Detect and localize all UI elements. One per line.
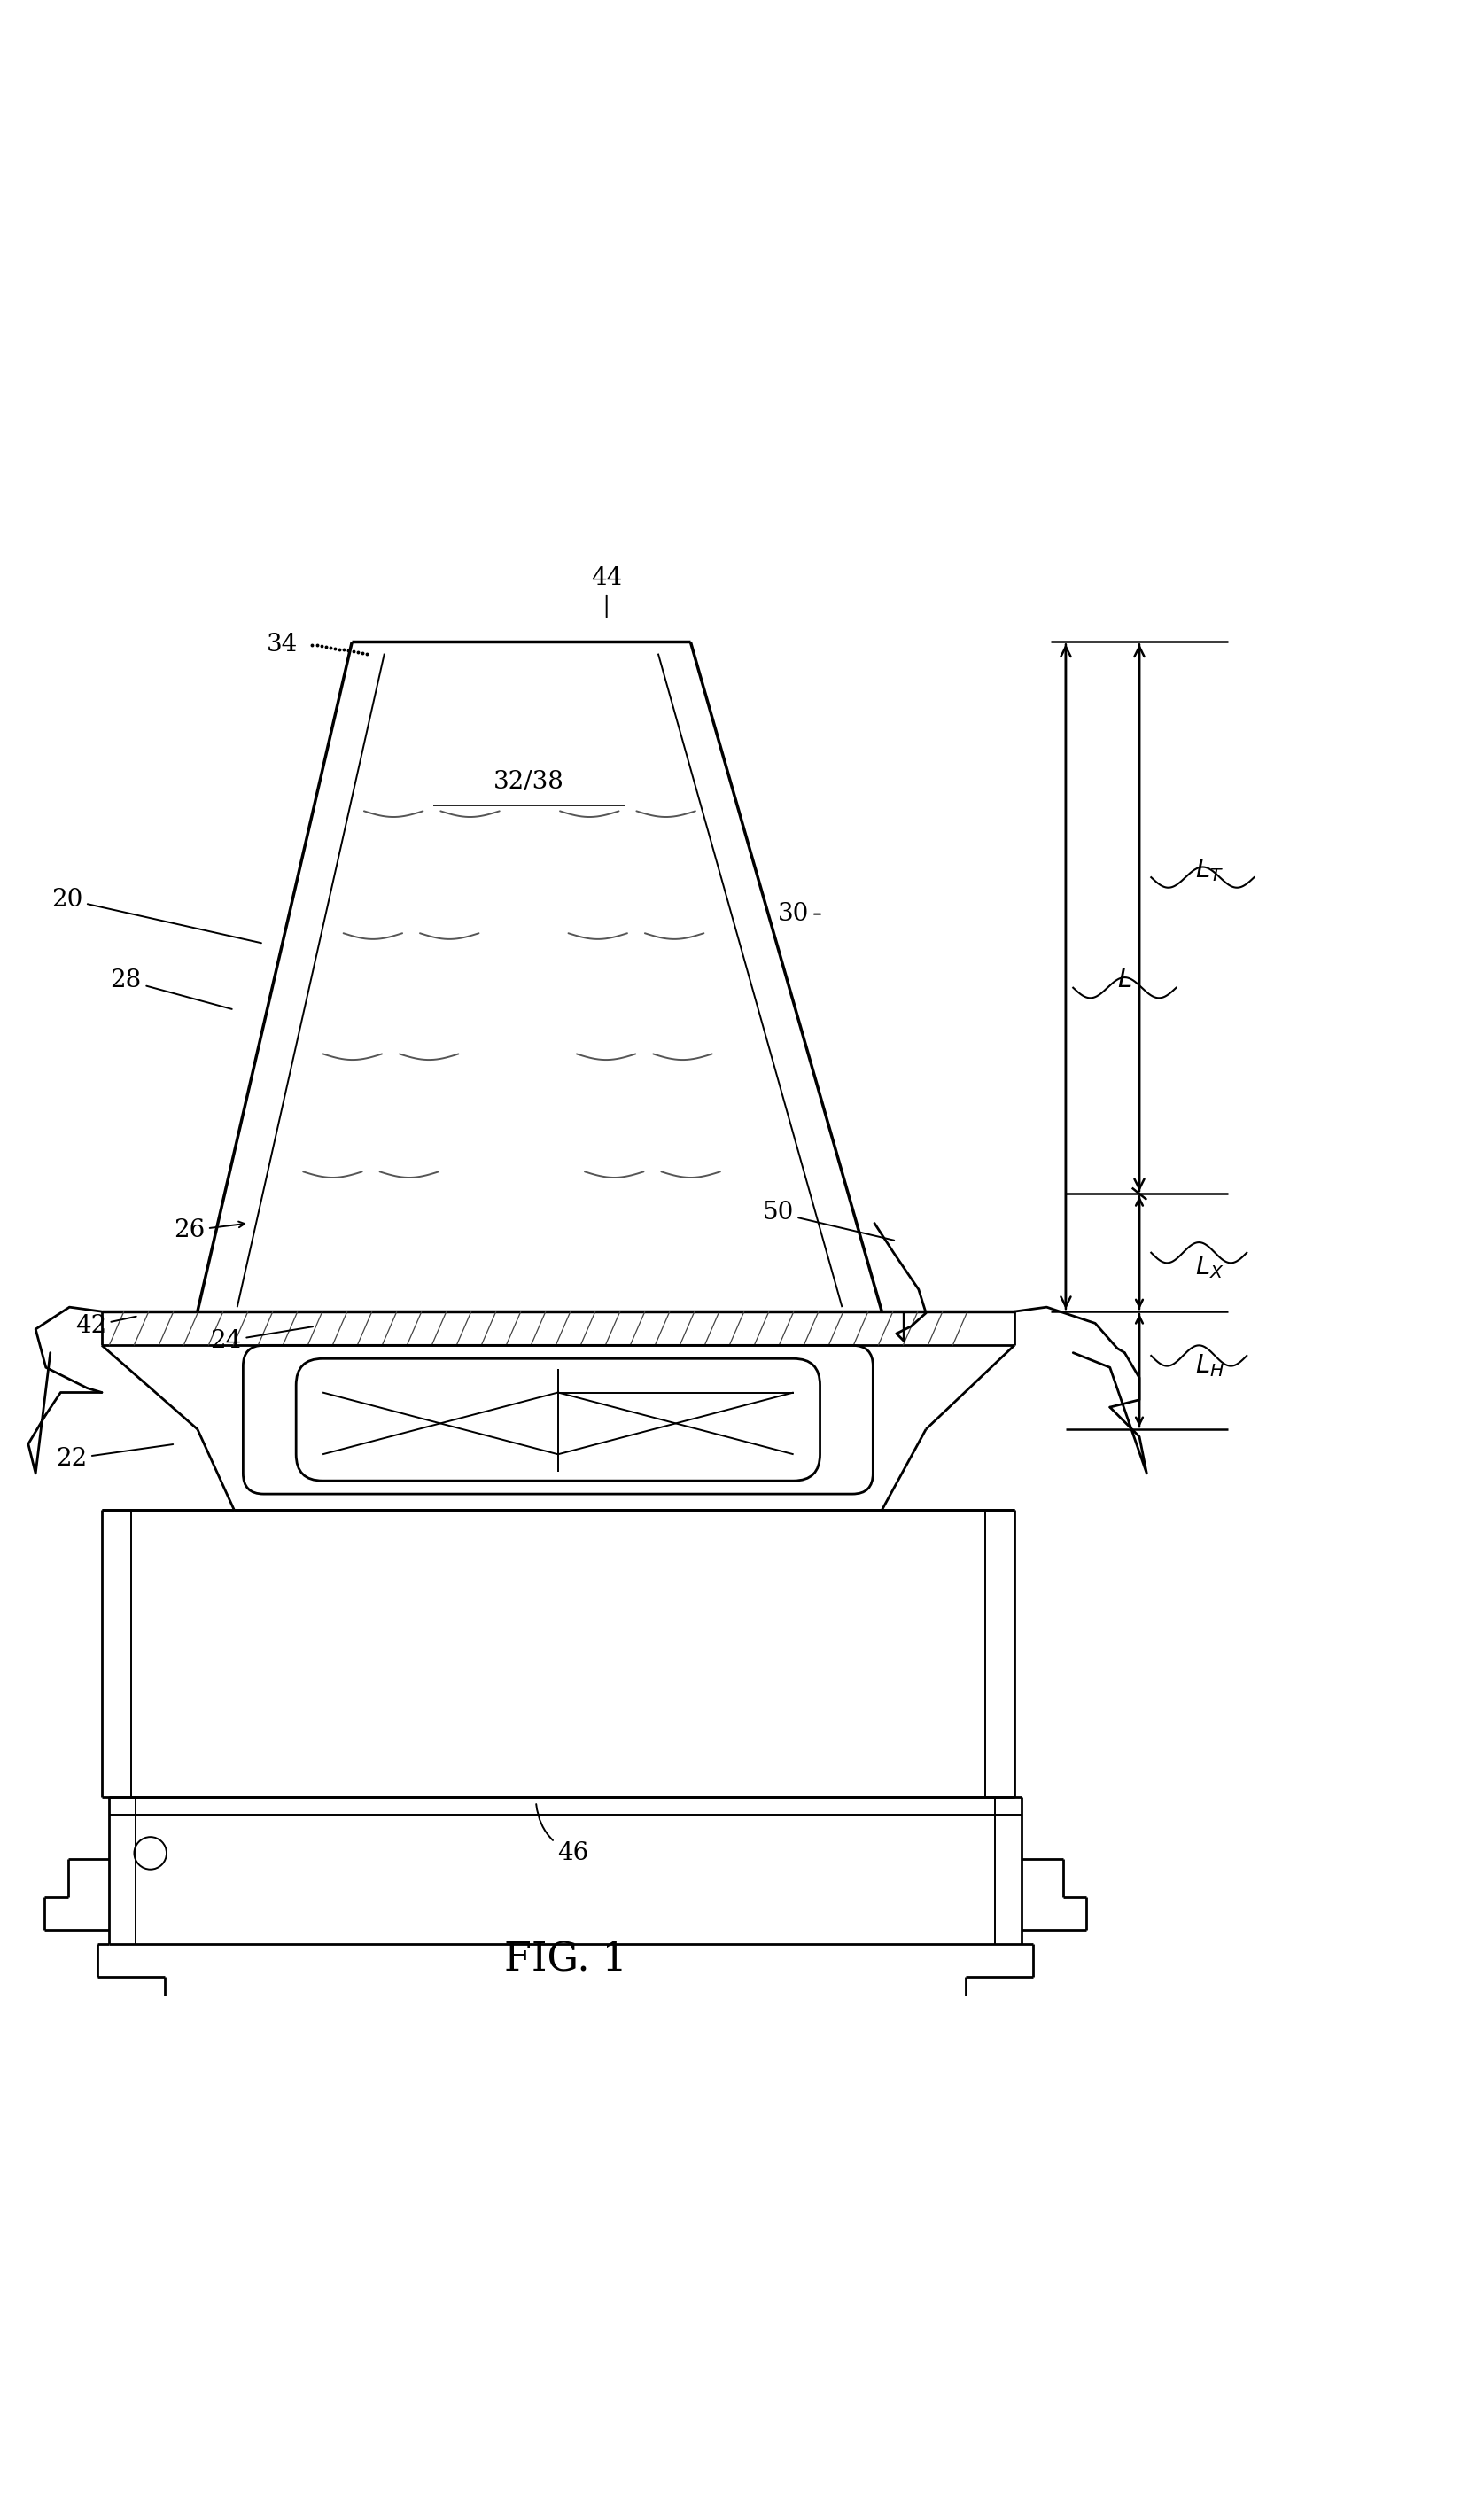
Text: 42: 42 (76, 1315, 137, 1338)
Text: 50: 50 (763, 1202, 895, 1240)
Text: 46: 46 (536, 1804, 588, 1865)
Text: 30: 30 (778, 902, 821, 925)
Text: 28: 28 (110, 968, 232, 1008)
Text: 34: 34 (266, 633, 298, 658)
Text: 32/38: 32/38 (493, 769, 564, 794)
Text: 22: 22 (56, 1444, 174, 1472)
Text: $L$: $L$ (1117, 968, 1132, 993)
Text: $L_X$: $L_X$ (1195, 1255, 1224, 1280)
Text: 24: 24 (211, 1326, 313, 1353)
Text: 44: 44 (591, 567, 622, 617)
Text: 26: 26 (174, 1220, 245, 1242)
Text: 20: 20 (52, 887, 261, 942)
Text: $L_H$: $L_H$ (1195, 1353, 1224, 1378)
Text: FIG. 1: FIG. 1 (505, 1940, 626, 1978)
Text: $L_T$: $L_T$ (1195, 857, 1224, 882)
